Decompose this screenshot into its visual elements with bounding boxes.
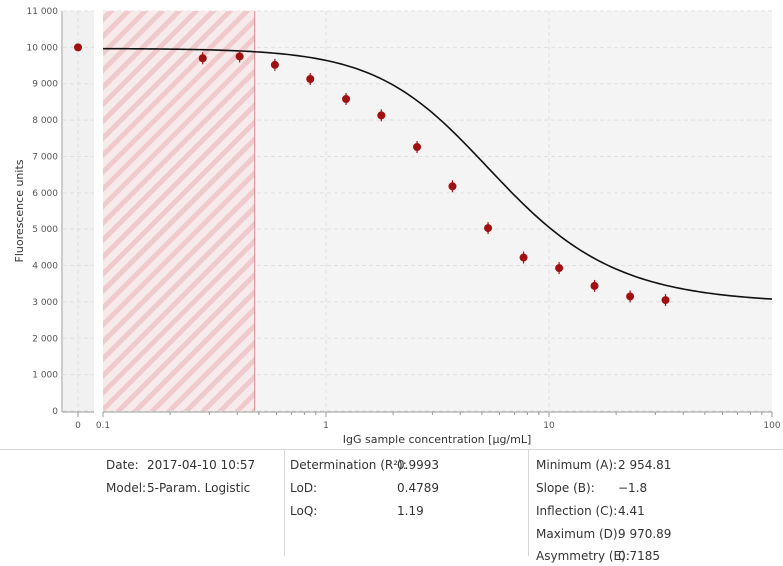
y-tick-label: 5 000 [32, 225, 58, 235]
data-point [413, 143, 422, 151]
results-panel: Date: 2017-04-10 10:57 Model: 5-Param. L… [0, 449, 783, 563]
model-label: Model: [106, 481, 147, 495]
excluded-region-hatch [103, 11, 255, 411]
x-tick-label: 0.1 [96, 421, 110, 431]
asymmetry-value: 0.7185 [618, 549, 660, 563]
x-tick-label: 100 [763, 421, 780, 431]
data-point [306, 75, 315, 83]
lod-label: LoD: [290, 481, 318, 495]
axes [61, 11, 773, 417]
fit-parameters-column: Minimum (A): 2 954.81 Slope (B): −1.8 In… [528, 450, 783, 563]
inflection-label: Inflection (C): [536, 504, 618, 518]
slope-value: −1.8 [618, 481, 648, 495]
loq-label: LoQ: [290, 504, 318, 518]
maximum-label: Maximum (D): [536, 527, 622, 541]
general-info-column: Date: 2017-04-10 10:57 Model: 5-Param. L… [0, 450, 284, 556]
y-tick-label: 0 [52, 407, 58, 417]
data-point [484, 224, 493, 233]
y-tick-label: 3 000 [32, 298, 58, 308]
minimum-value: 2 954.81 [618, 458, 672, 472]
y-tick-label: 8 000 [32, 116, 58, 126]
data-point [519, 253, 528, 262]
data-point [270, 60, 279, 69]
y-tick-label: 11 000 [27, 7, 59, 17]
y-tick-label: 1 000 [32, 371, 58, 381]
data-point [590, 281, 599, 290]
grid-lines [63, 10, 772, 412]
x-tick-label: 1 [323, 421, 329, 431]
data-point [198, 54, 207, 63]
data-point [448, 182, 457, 191]
y-tick-label: 2 000 [32, 334, 58, 344]
data-point [555, 264, 564, 273]
determination-label: Determination (R²): [290, 458, 407, 472]
y-tick-label: 7 000 [32, 152, 58, 162]
minimum-label: Minimum (A): [536, 458, 618, 472]
tick-labels: 0 1 000 2 000 3 000 4 000 5 000 6 000 7 000 8 00… [27, 7, 781, 431]
asymmetry-label: Asymmetry (E): [536, 549, 630, 563]
determination-value: 0.9993 [397, 458, 439, 472]
data-point [626, 292, 635, 301]
y-tick-label: 9 000 [32, 80, 58, 90]
y-axis-title: Fluorescence units [13, 159, 26, 262]
data-point-zero [74, 43, 82, 52]
fit-curve [102, 47, 773, 300]
y-tick-label: 4 000 [32, 262, 58, 272]
x-axis-title: IgG sample concentration [µg/mL] [343, 433, 532, 446]
lod-value: 0.4789 [397, 481, 439, 495]
data-point [661, 296, 670, 305]
y-tick-label: 6 000 [32, 189, 58, 199]
dose-response-chart: 0 1 000 2 000 3 000 4 000 5 000 6 000 7 000 8 00… [13, 7, 781, 446]
inflection-value: 4.41 [618, 504, 645, 518]
x-tick-label: 10 [543, 421, 555, 431]
data-point [377, 111, 386, 120]
slope-label: Slope (B): [536, 481, 595, 495]
date-value: 2017-04-10 10:57 [147, 458, 256, 472]
data-point [342, 95, 351, 103]
model-value: 5-Param. Logistic [147, 481, 251, 495]
maximum-value: 9 970.89 [618, 527, 672, 541]
quality-column: Determination (R²): 0.9993 LoD: 0.4789 L… [284, 450, 529, 556]
data-point [235, 52, 244, 61]
date-label: Date: [106, 458, 139, 472]
loq-value: 1.19 [397, 504, 424, 518]
data-points [74, 43, 670, 307]
y-tick-label: 10 000 [27, 43, 59, 53]
x-tick-label: 0 [75, 421, 81, 431]
